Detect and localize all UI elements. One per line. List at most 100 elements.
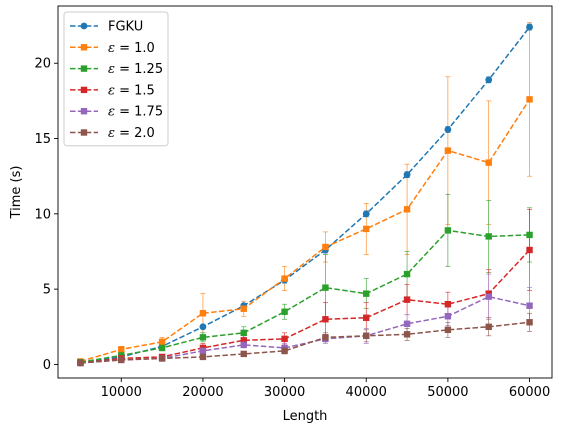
series-line-2 [80, 229, 530, 363]
legend-swatch-marker [80, 129, 88, 136]
data-point [322, 316, 329, 323]
legend-label-value: = 1.5 [115, 83, 155, 98]
data-point [444, 301, 452, 308]
data-point [322, 284, 329, 291]
data-point [240, 305, 247, 312]
series-line-5 [80, 321, 530, 364]
data-point [526, 302, 533, 309]
data-point [240, 329, 247, 337]
data-point [444, 147, 452, 154]
y-axis-label: Time (s) [9, 166, 24, 220]
x-axis-ticks: 10000 20000 30000 40000 50000 60000 [101, 378, 550, 400]
data-point [485, 293, 492, 300]
data-point [118, 346, 125, 353]
data-point [281, 275, 288, 282]
legend-label-symbol: ε [108, 62, 115, 77]
data-point [158, 338, 166, 346]
series-line-0 [80, 26, 531, 364]
data-point [403, 331, 411, 338]
y-axis-ticks: 0 5 10 15 20 [34, 57, 58, 373]
data-point [240, 337, 247, 344]
data-point [199, 323, 207, 331]
legend-swatch-marker [80, 65, 88, 72]
legend-label: ε = 1.25 [108, 62, 163, 77]
x-tick-label: 40000 [346, 385, 387, 400]
data-point [281, 347, 288, 355]
data-point [485, 323, 492, 330]
data-point [77, 359, 84, 367]
legend-swatch-marker [80, 86, 88, 94]
series-lines [80, 26, 531, 364]
series-line-1 [80, 98, 531, 363]
data-point [444, 313, 452, 320]
legend-label-symbol: ε [108, 105, 115, 120]
legend-label: ε = 2.0 [108, 126, 155, 141]
data-point [281, 308, 288, 315]
data-point [199, 353, 207, 361]
x-tick-label: 60000 [509, 385, 550, 400]
legend-label: FGKU [108, 20, 143, 35]
data-point [158, 344, 166, 352]
y-tick-label: 10 [34, 207, 51, 222]
data-point [526, 96, 533, 103]
legend-swatch-marker [80, 22, 88, 30]
data-point [158, 355, 166, 362]
data-point [363, 314, 370, 321]
legend-label-value: = 1.75 [115, 105, 163, 120]
legend-label-value: = 1.0 [115, 41, 155, 56]
data-point [363, 290, 370, 297]
data-point [199, 310, 207, 317]
legend-label-value: FGKU [108, 20, 143, 35]
data-point [526, 231, 533, 239]
data-point [240, 350, 247, 358]
x-tick-label: 20000 [182, 385, 223, 400]
data-point [281, 335, 288, 343]
data-point [444, 126, 452, 133]
y-tick-label: 20 [34, 57, 51, 72]
x-axis-label: Length [283, 409, 328, 424]
legend-box [63, 11, 169, 147]
data-point [403, 270, 411, 278]
data-point [363, 332, 370, 340]
x-tick-label: 50000 [427, 385, 468, 400]
data-point [240, 341, 247, 349]
data-point [403, 320, 411, 327]
y-tick-label: 15 [34, 132, 51, 147]
legend-label-symbol: ε [108, 83, 115, 98]
data-point [403, 206, 411, 213]
data-point [322, 243, 329, 251]
legend-label: ε = 1.0 [108, 41, 155, 56]
legend-swatch-marker [80, 44, 88, 51]
legend-label: ε = 1.5 [108, 83, 155, 98]
legend-label-symbol: ε [108, 126, 115, 141]
data-point [403, 296, 411, 303]
series-line-3 [80, 249, 531, 364]
y-tick-label: 5 [43, 283, 51, 298]
plot-frame [57, 5, 553, 379]
legend-label-value: = 2.0 [115, 126, 155, 141]
y-tick-label: 0 [43, 358, 51, 373]
legend-label: ε = 1.75 [108, 105, 163, 120]
data-point [444, 227, 452, 234]
data-point [118, 356, 125, 364]
data-point [485, 76, 493, 84]
data-point [526, 23, 533, 31]
series-markers [77, 23, 533, 367]
data-point [444, 326, 452, 334]
data-point [363, 225, 370, 233]
data-point [485, 159, 492, 166]
data-point [526, 246, 533, 254]
data-point [322, 334, 329, 341]
legend-label-value: = 1.25 [115, 62, 163, 77]
data-point [362, 210, 370, 218]
x-tick-label: 10000 [101, 385, 142, 400]
x-tick-label: 30000 [264, 385, 305, 400]
data-point [526, 319, 533, 326]
legend-swatch-marker [80, 108, 88, 115]
data-point [403, 171, 411, 179]
legend-label-symbol: ε [108, 41, 115, 56]
data-point [199, 334, 207, 341]
data-point [199, 347, 207, 355]
